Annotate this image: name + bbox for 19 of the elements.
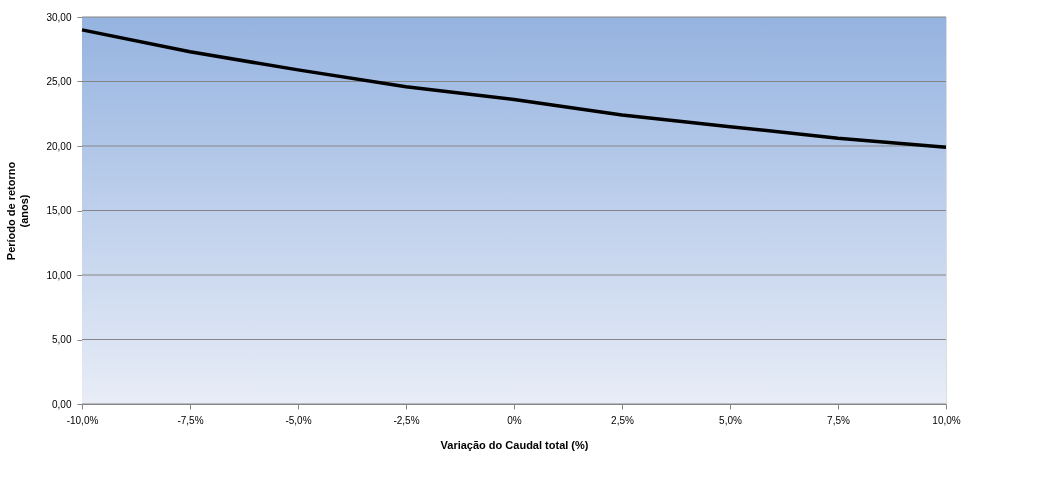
x-axis-title: Variação do Caudal total (%) [440,438,589,451]
y-tick-label: 20,00 [46,140,72,152]
x-tick-label: -2,5% [393,414,420,426]
y-tick-label: 10,00 [46,269,72,281]
x-tick-label: 7,5% [827,414,850,426]
y-tick-label: 0,00 [52,398,72,410]
y-tick-label: 25,00 [46,76,72,87]
x-tick-label: -7,5% [177,414,204,426]
y-axis-title: Período de retorno (anos) [5,161,31,261]
y-tick-label: 30,00 [46,11,72,23]
y-tick-label: 5,00 [52,334,72,345]
x-tick-label: 10,0% [932,414,961,426]
x-tick-label: 2,5% [611,414,634,426]
x-tick-label: 5,0% [719,414,742,426]
x-tick-label: -10,0% [66,414,99,426]
y-tick-label: 15,00 [46,205,72,216]
line-series [80,28,948,150]
x-tick-label: 0% [507,414,522,426]
x-tick-label: -5,0% [285,414,312,426]
